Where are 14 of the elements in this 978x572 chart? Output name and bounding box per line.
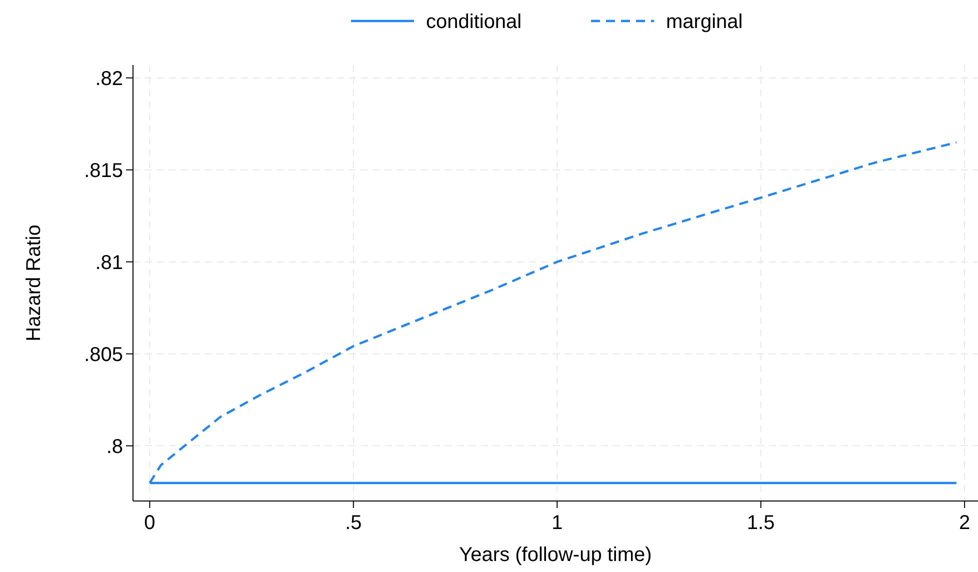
x-axis-title: Years (follow-up time)	[459, 544, 652, 566]
y-tick-label: .805	[84, 344, 123, 366]
y-axis-title: Hazard Ratio	[23, 224, 45, 342]
y-tick-label: .81	[95, 252, 123, 274]
x-tick-label: .5	[345, 512, 362, 534]
legend-label: marginal	[666, 11, 743, 33]
x-tick-label: 1.5	[746, 512, 775, 534]
y-tick-label: .8	[106, 436, 123, 458]
x-tick-label: 2	[958, 512, 970, 534]
y-tick-label: .82	[95, 68, 123, 90]
x-tick-label: 1	[552, 512, 563, 534]
legend-label: conditional	[426, 11, 522, 33]
x-tick-label: 0	[144, 512, 156, 534]
y-tick-label: .815	[84, 160, 123, 182]
